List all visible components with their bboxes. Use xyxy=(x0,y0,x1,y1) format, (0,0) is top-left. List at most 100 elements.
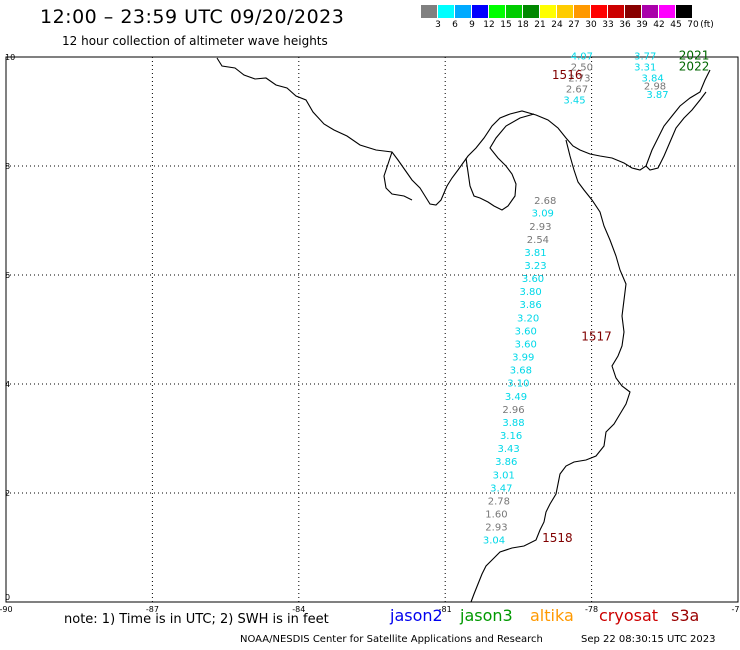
legend-label: 12 xyxy=(483,20,495,30)
legend-swatch xyxy=(506,5,523,18)
wave-height-value: 3.43 xyxy=(498,444,520,455)
wave-height-value: 2.54 xyxy=(527,235,549,246)
legend-label: 27 xyxy=(568,20,580,30)
legend-label: 3 xyxy=(435,20,441,30)
wave-height-value: 3.84 xyxy=(641,74,663,85)
wave-height-value: 4.07 xyxy=(571,52,593,63)
legend-swatch xyxy=(489,5,506,18)
track-id-label: 2021 xyxy=(679,49,710,63)
legend-label: 6 xyxy=(452,20,458,30)
wave-height-value: 2.96 xyxy=(502,405,524,416)
lon-tick-label: -87 xyxy=(146,605,159,614)
legend-unit: (ft) xyxy=(700,20,714,30)
credit-line: NOAA/NESDIS Center for Satellite Applica… xyxy=(240,634,543,645)
wave-height-value: 3.09 xyxy=(532,209,554,220)
wave-height-value: 3.23 xyxy=(524,261,546,272)
map-frame xyxy=(5,56,739,603)
wave-height-value: 3.16 xyxy=(500,431,522,442)
wave-height-value: 3.60 xyxy=(522,274,544,285)
axis-ticks: -90 -87 -84 -81 -78 -75 0 2 4 6 8 10 xyxy=(0,53,740,614)
legend-swatch xyxy=(591,5,608,18)
satellite-altika: altika xyxy=(530,606,574,625)
legend-swatch xyxy=(557,5,574,18)
wave-height-value: 3.49 xyxy=(505,392,527,403)
lat-tick-label: 8 xyxy=(5,162,10,171)
legend-swatch xyxy=(574,5,591,18)
legend-swatch xyxy=(438,5,455,18)
wave-height-value: 3.20 xyxy=(517,313,539,324)
wave-height-value: 2.93 xyxy=(529,222,551,233)
wave-height-value: 3.31 xyxy=(634,63,656,74)
legend-label: 33 xyxy=(602,20,614,30)
lon-tick-label: -81 xyxy=(439,605,452,614)
legend-label: 30 xyxy=(585,20,597,30)
legend-label: 24 xyxy=(551,20,563,30)
timestamp: Sep 22 08:30:15 UTC 2023 xyxy=(581,634,716,645)
lat-tick-label: 0 xyxy=(5,593,10,602)
wave-height-value: 3.86 xyxy=(495,457,517,468)
page-title: 12:00 – 23:59 UTC 09/20/2023 xyxy=(40,6,345,28)
legend-label: 39 xyxy=(636,20,648,30)
track-id-label: 2022 xyxy=(679,60,710,74)
lat-tick-label: 10 xyxy=(5,53,15,62)
coastline-darien-pacific xyxy=(470,139,631,603)
legend-swatch xyxy=(659,5,676,18)
legend-swatch xyxy=(625,5,642,18)
legend-swatches xyxy=(421,5,740,18)
wave-height-value: 3.60 xyxy=(515,339,537,350)
lon-tick-label: -84 xyxy=(292,605,305,614)
lat-tick-label: 6 xyxy=(5,271,10,280)
coastline xyxy=(216,57,711,206)
wave-height-value: 3.81 xyxy=(524,248,546,259)
track-id-label: 1518 xyxy=(542,531,573,545)
wave-height-value: 2.50 xyxy=(571,63,593,74)
satellite-s3a: s3a xyxy=(671,606,700,625)
wave-height-value: 3.86 xyxy=(519,300,541,311)
coastline-gulf-of-panama xyxy=(465,113,535,211)
wave-height-value: 2.67 xyxy=(566,84,588,95)
legend-label: 21 xyxy=(534,20,546,30)
legend-label: 45 xyxy=(670,20,682,30)
wave-height-value: 2.98 xyxy=(644,82,666,93)
lon-tick-label: -90 xyxy=(0,605,13,614)
wave-height-value: 3.68 xyxy=(510,366,532,377)
legend-swatch xyxy=(421,5,438,18)
legend-label: 15 xyxy=(500,20,512,30)
track-id-label: 1517 xyxy=(581,329,612,343)
wave-height-value: 2.73 xyxy=(568,74,590,85)
wave-height-value: 2.68 xyxy=(534,196,556,207)
wave-height-value: 3.99 xyxy=(512,353,534,364)
legend-swatch xyxy=(676,5,693,18)
graticule xyxy=(6,57,738,602)
wave-height-value: 3.04 xyxy=(483,536,505,547)
legend-label: 42 xyxy=(653,20,665,30)
satellite-jason3: jason3 xyxy=(460,606,513,625)
legend-swatch xyxy=(642,5,659,18)
wave-height-value: 3.10 xyxy=(507,379,529,390)
lon-tick-label: -75 xyxy=(731,605,740,614)
legend-swatch xyxy=(472,5,489,18)
wave-height-value: 3.60 xyxy=(515,326,537,337)
wave-height-value: 2.93 xyxy=(485,523,507,534)
wave-height-value: 3.47 xyxy=(490,483,512,494)
legend-swatch xyxy=(608,5,625,18)
track-id-label: 1516 xyxy=(552,68,583,82)
wave-height-value: 3.87 xyxy=(646,90,668,101)
legend-label: 18 xyxy=(517,20,529,30)
satellite-cryosat: cryosat xyxy=(599,606,659,625)
legend-label: 70 xyxy=(687,20,699,30)
lat-tick-label: 4 xyxy=(5,380,10,389)
lon-tick-label: -78 xyxy=(585,605,598,614)
wave-height-value: 3.88 xyxy=(502,418,524,429)
coastline-caribbean-colombia xyxy=(645,91,707,171)
legend-swatch xyxy=(523,5,540,18)
wave-height-value: 2.78 xyxy=(488,496,510,507)
coastline-azuero xyxy=(383,151,413,201)
wave-height-value: 3.77 xyxy=(634,52,656,63)
observation-labels: 4.072.502.732.673.45 3.773.313.842.983.87… xyxy=(483,52,669,547)
legend-swatch xyxy=(455,5,472,18)
legend-swatch xyxy=(540,5,557,18)
wave-height-legend: 3 6 9 12 15 18 21 24 27 30 33 36 39 42 45 70 (ft) xyxy=(421,5,740,32)
